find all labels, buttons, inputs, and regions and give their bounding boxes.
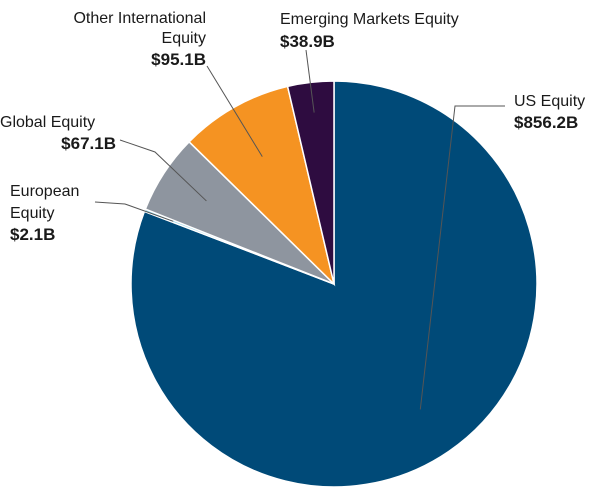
label-emerging-name: Emerging Markets Equity	[280, 11, 459, 28]
label-us-equity-name: US Equity	[514, 93, 585, 110]
label-european-name-2: Equity	[10, 205, 54, 222]
leader-lines	[94, 49, 505, 410]
label-european-value: $2.1B	[10, 225, 55, 244]
leader-emerging-markets-equity	[305, 49, 315, 113]
label-other-intl-value: $95.1B	[151, 50, 206, 69]
label-other-intl-name-1: Other International	[73, 10, 206, 27]
leader-global-equity	[119, 139, 207, 202]
label-emerging-markets: Emerging Markets Equity $38.9B	[280, 11, 459, 51]
label-global-value: $67.1B	[61, 134, 116, 153]
label-other-international: Other International Equity $95.1B	[73, 10, 206, 69]
label-us-equity: US Equity $856.2B	[514, 93, 585, 132]
label-european-name-1: European	[10, 183, 79, 200]
label-global-equity: Global Equity $67.1B	[0, 114, 116, 153]
label-european-equity: European Equity $2.1B	[10, 183, 79, 244]
label-other-intl-name-2: Equity	[162, 30, 206, 47]
label-us-equity-value: $856.2B	[514, 113, 578, 132]
pie-slices	[130, 80, 538, 488]
leader-other-international-equity	[206, 65, 263, 157]
leader-european-equity	[94, 201, 174, 222]
label-global-name: Global Equity	[0, 114, 95, 131]
leader-us-equity	[419, 105, 505, 410]
pie-slice-other-international-equity	[188, 85, 336, 287]
label-emerging-value: $38.9B	[280, 32, 335, 51]
